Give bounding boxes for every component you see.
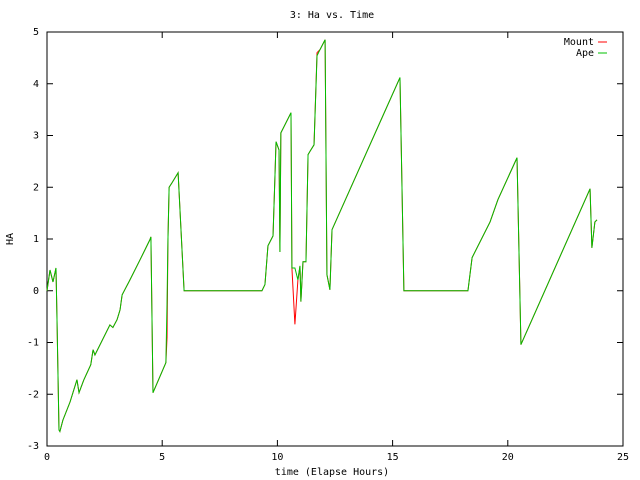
x-tick-label: 10 [271,452,283,463]
y-tick-label: -2 [27,389,39,400]
y-tick-label: 0 [33,286,39,297]
x-axis-label: time (Elapse Hours) [275,467,389,478]
x-tick-label: 0 [44,452,50,463]
y-tick-label: -1 [27,338,39,349]
y-tick-label: 4 [33,79,39,90]
legend-label: Mount [564,37,594,48]
series-line [46,39,598,433]
y-tick-label: 5 [33,27,39,38]
x-tick-label: 15 [387,452,399,463]
x-tick-label: 20 [502,452,514,463]
x-tick-label: 25 [617,452,629,463]
y-tick-label: 2 [33,182,39,193]
x-tick-label: 5 [159,452,165,463]
y-tick-label: 1 [33,234,39,245]
chart-title: 3: Ha vs. Time [290,10,374,21]
y-tick-label: -3 [27,441,39,452]
y-axis-label: HA [5,233,16,245]
legend-label: Ape [576,48,594,59]
y-tick-label: 3 [33,131,39,142]
